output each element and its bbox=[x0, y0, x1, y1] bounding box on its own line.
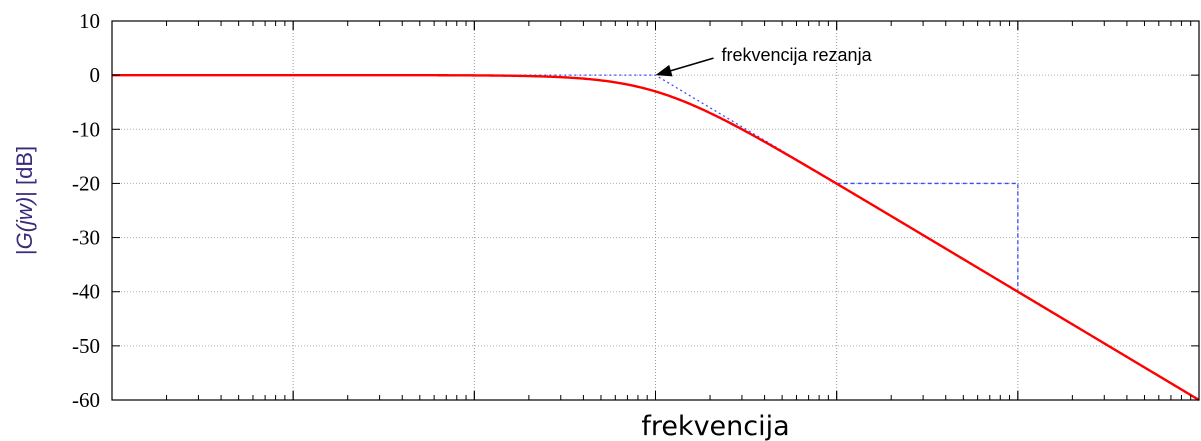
grid bbox=[112, 21, 1199, 400]
magnitude-curve bbox=[112, 73, 1200, 402]
annotation-arrow-head bbox=[655, 64, 673, 77]
y-axis-label: |G(jw)| [dB] bbox=[12, 146, 37, 255]
x-axis-label: frekvencija bbox=[641, 411, 789, 441]
y-tick-label: -40 bbox=[72, 280, 100, 304]
y-tick-label: -30 bbox=[72, 226, 100, 250]
y-tick-label: -60 bbox=[72, 388, 100, 412]
y-tick-label: 0 bbox=[90, 63, 101, 87]
slope-guide-line bbox=[836, 182, 1019, 292]
plot-frame bbox=[111, 20, 1200, 401]
annotation-text: frekvencija rezanja bbox=[722, 45, 873, 65]
y-tick-label: -20 bbox=[72, 171, 100, 195]
annotation-arrow bbox=[669, 57, 714, 72]
y-axis-label-suffix: | [dB] bbox=[12, 146, 37, 197]
y-axis-label-italic: G(jw) bbox=[12, 197, 37, 250]
magnitude-curve-group bbox=[112, 73, 1200, 402]
y-tick-label: 10 bbox=[79, 9, 100, 33]
y-tick-label: -50 bbox=[72, 334, 100, 358]
cutoff-annotation: frekvencija rezanja bbox=[655, 45, 873, 77]
y-tick-labels: 10 0 -10 -20 -30 -40 -50 -60 bbox=[72, 9, 100, 412]
y-axis-label-prefix: | bbox=[12, 249, 37, 255]
y-tick-label: -10 bbox=[72, 117, 100, 141]
